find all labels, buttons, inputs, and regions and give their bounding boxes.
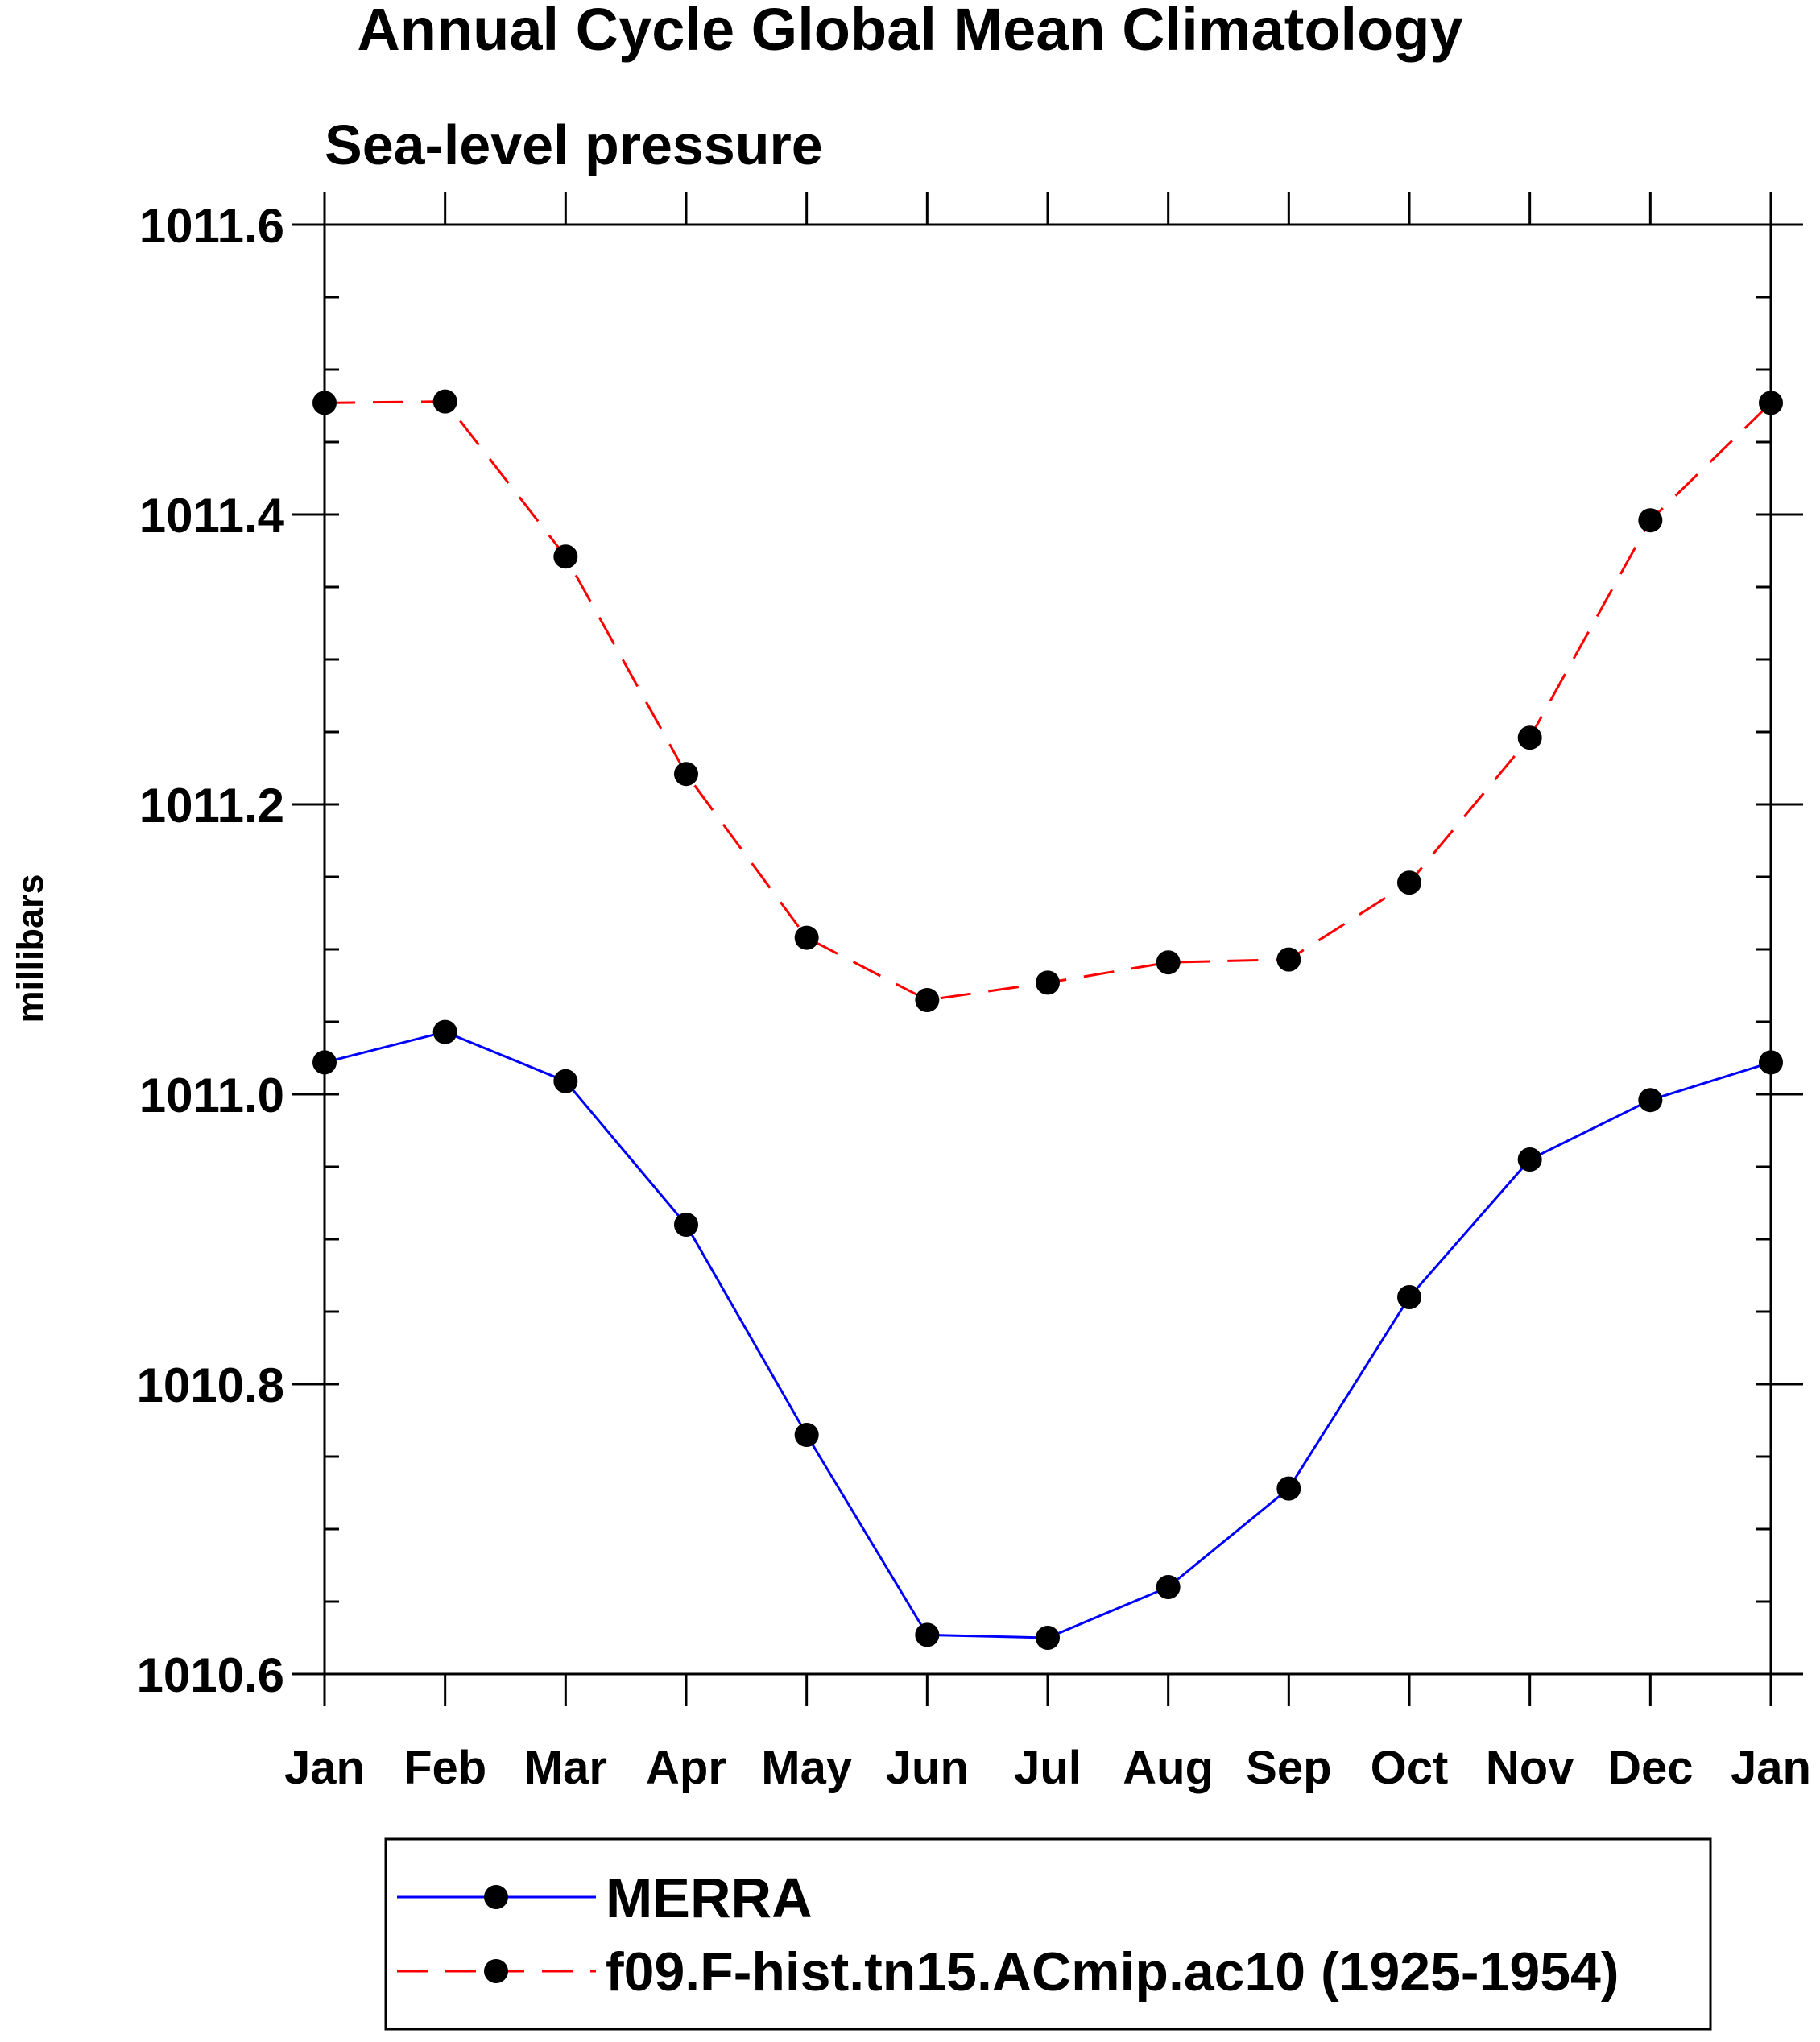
x-tick-label: Feb bbox=[403, 1742, 486, 1794]
data-point-model bbox=[674, 762, 698, 787]
data-point-merra bbox=[1397, 1285, 1421, 1309]
legend: MERRA f09.F-hist.tn15.ACmip.ac10 (1925-1… bbox=[384, 1837, 1712, 2031]
data-point-merra bbox=[432, 1019, 457, 1044]
y-tick-label: 1011.6 bbox=[139, 199, 284, 253]
y-minor-ticks bbox=[325, 223, 1771, 1676]
x-tick-label: May bbox=[761, 1742, 852, 1794]
axis-major-ticks bbox=[292, 192, 1803, 1706]
data-point-merra bbox=[1638, 1088, 1663, 1113]
data-point-model bbox=[432, 389, 457, 414]
series-line-model bbox=[324, 400, 1772, 1002]
legend-merra-label: MERRA bbox=[606, 1866, 813, 1929]
data-point-model bbox=[1517, 725, 1542, 750]
data-point-merra bbox=[1036, 1626, 1060, 1650]
data-point-model bbox=[1638, 508, 1663, 533]
data-point-model bbox=[794, 925, 819, 950]
x-tick-label: Jan bbox=[284, 1742, 365, 1794]
x-tick-labels: Jan Feb Mar Apr May Jun Jul Aug Sep Oct Nov Dec Jan bbox=[284, 1742, 1811, 1794]
x-tick-label: Aug bbox=[1123, 1742, 1214, 1794]
data-point-merra bbox=[553, 1069, 578, 1093]
chart-title: Annual Cycle Global Mean Climatology bbox=[357, 0, 1462, 63]
x-tick-label: Sep bbox=[1246, 1742, 1331, 1794]
y-tick-label: 1011.0 bbox=[139, 1069, 284, 1122]
series-layer bbox=[312, 389, 1783, 1650]
data-point-merra bbox=[794, 1423, 819, 1447]
y-tick-labels: 1010.6 1010.8 1011.0 1011.2 1011.4 1011.6 bbox=[136, 199, 284, 1702]
data-point-model bbox=[1036, 970, 1060, 995]
x-tick-label: Jan bbox=[1731, 1742, 1811, 1794]
data-point-merra bbox=[915, 1622, 940, 1647]
y-tick-label: 1011.4 bbox=[139, 489, 285, 543]
data-point-merra bbox=[1276, 1476, 1301, 1501]
data-point-model bbox=[1156, 950, 1181, 975]
data-point-model bbox=[915, 988, 940, 1012]
legend-model-marker bbox=[484, 1959, 508, 1983]
x-tick-label: Mar bbox=[524, 1742, 607, 1794]
data-point-model bbox=[553, 544, 578, 569]
x-tick-label: Nov bbox=[1486, 1742, 1574, 1794]
x-tick-label: Jul bbox=[1014, 1742, 1082, 1794]
legend-model-label: f09.F-hist.tn15.ACmip.ac10 (1925-1954) bbox=[606, 1941, 1619, 2003]
data-point-merra bbox=[1517, 1147, 1542, 1172]
data-point-merra bbox=[1156, 1575, 1181, 1599]
chart-subtitle: Sea-level pressure bbox=[325, 114, 823, 176]
x-tick-label: Dec bbox=[1607, 1742, 1693, 1794]
y-tick-label: 1010.8 bbox=[136, 1358, 284, 1412]
legend-box bbox=[384, 1837, 1712, 2031]
data-point-model bbox=[1276, 947, 1301, 972]
y-axis-label: millibars bbox=[10, 874, 51, 1023]
plot-frame bbox=[323, 223, 1772, 1676]
x-tick-label: Oct bbox=[1371, 1742, 1449, 1794]
y-tick-label: 1010.6 bbox=[136, 1648, 284, 1702]
y-tick-label: 1011.2 bbox=[139, 779, 284, 833]
data-point-model bbox=[1397, 870, 1421, 895]
x-tick-label: Apr bbox=[646, 1742, 726, 1794]
legend-merra-marker bbox=[484, 1885, 508, 1909]
x-tick-label: Jun bbox=[886, 1742, 969, 1794]
data-point-merra bbox=[674, 1213, 698, 1237]
series-line-merra bbox=[324, 1031, 1772, 1639]
